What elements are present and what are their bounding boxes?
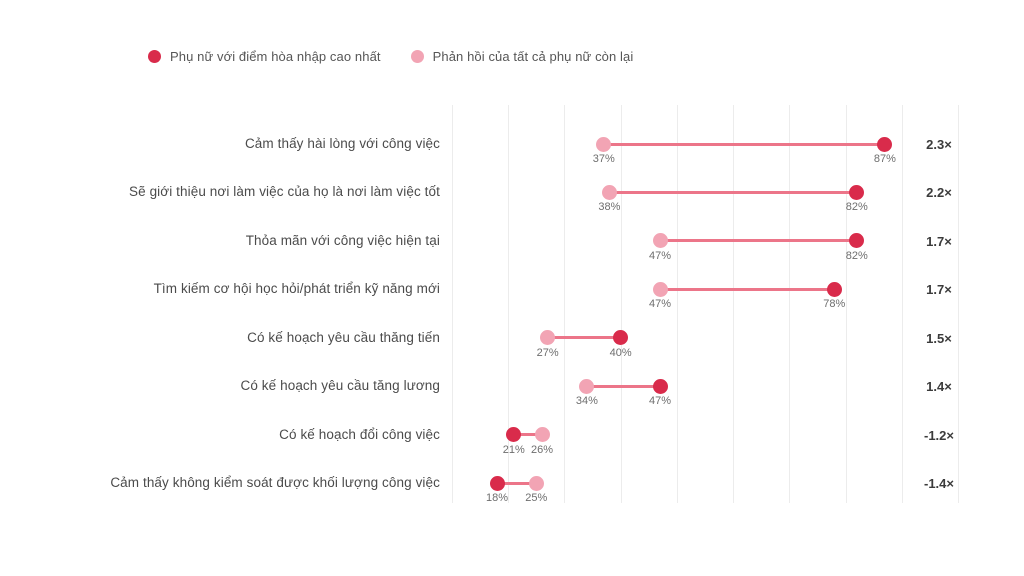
gridline — [901, 105, 903, 503]
connector-line — [609, 190, 857, 194]
legend-item-highest: Phụ nữ với điểm hòa nhập cao nhất — [148, 49, 381, 64]
connector-line — [660, 287, 835, 291]
connector-line — [547, 336, 621, 340]
legend-label-highest: Phụ nữ với điểm hòa nhập cao nhất — [170, 49, 381, 64]
highest-score-dot — [652, 378, 668, 394]
gridline — [508, 105, 510, 503]
legend-label-rest: Phản hồi của tất cả phụ nữ còn lại — [432, 49, 634, 64]
highest-value-label: 18% — [485, 492, 509, 504]
highest-value-label: 21% — [502, 443, 525, 456]
ratio-label: 1.5× — [926, 330, 952, 346]
category-label: Cảm thấy không kiểm soát được khối lượng… — [110, 475, 440, 490]
highest-value-label: 78% — [823, 298, 846, 311]
rest-value-label: 34% — [575, 395, 598, 408]
gridline — [958, 105, 959, 503]
rest-value-label: 47% — [648, 298, 672, 311]
rest-dot — [596, 136, 612, 152]
gridline — [845, 105, 847, 503]
legend-dot-highest-icon — [148, 50, 161, 63]
gridline — [789, 105, 791, 503]
category-label: Có kế hoạch đổi công việc — [279, 426, 440, 442]
ratio-label: 2.2× — [926, 185, 952, 201]
legend-item-rest: Phản hồi của tất cả phụ nữ còn lại — [410, 49, 634, 64]
ratio-label: 2.3× — [926, 137, 952, 152]
highest-score-dot — [877, 136, 893, 152]
ratio-label: -1.2× — [924, 427, 954, 443]
legend: Phụ nữ với điểm hòa nhập cao nhất Phản h… — [148, 49, 633, 64]
ratio-label: 1.4× — [926, 379, 952, 395]
rest-dot — [534, 427, 550, 443]
connector-line — [603, 142, 885, 146]
rest-dot — [601, 184, 617, 200]
category-label: Cảm thấy hài lòng với công việc — [244, 136, 440, 151]
rest-value-label: 47% — [648, 249, 672, 262]
highest-value-label: 82% — [845, 201, 868, 214]
ratio-label: -1.4× — [924, 476, 954, 491]
gridline — [564, 105, 566, 503]
rest-value-label: 38% — [598, 201, 621, 214]
rest-dot — [652, 233, 668, 249]
highest-score-dot — [506, 427, 522, 443]
connector-line — [513, 433, 542, 437]
rest-value-label: 26% — [530, 443, 554, 456]
highest-value-label: 87% — [873, 153, 896, 165]
rest-dot — [528, 475, 544, 491]
highest-score-dot — [826, 281, 842, 297]
rest-value-label: 37% — [592, 153, 615, 165]
connector-line — [660, 239, 857, 243]
category-label: Có kế hoạch yêu cầu thăng tiến — [247, 329, 440, 345]
connector-line — [586, 384, 660, 388]
highest-value-label: 82% — [845, 249, 868, 262]
category-label: Sẽ giới thiệu nơi làm việc của họ là nơi… — [129, 184, 440, 200]
category-label: Tìm kiếm cơ hội học hỏi/phát triển kỹ nă… — [153, 281, 440, 297]
gridline — [676, 105, 678, 503]
highest-score-dot — [489, 475, 505, 491]
highest-score-dot — [613, 330, 629, 346]
gridline — [733, 105, 735, 503]
highest-value-label: 40% — [609, 346, 632, 359]
rest-value-label: 25% — [525, 492, 548, 504]
rest-value-label: 27% — [536, 346, 559, 359]
gridline — [452, 105, 453, 503]
rest-dot — [652, 281, 668, 297]
category-label: Có kế hoạch yêu cầu tăng lương — [240, 378, 440, 394]
legend-dot-rest-icon — [410, 50, 424, 63]
category-label: Thỏa mãn với công việc hiện tại — [245, 232, 440, 248]
highest-value-label: 47% — [648, 395, 672, 408]
highest-score-dot — [849, 233, 865, 249]
ratio-label: 1.7× — [926, 282, 952, 298]
connector-line — [496, 481, 537, 485]
rest-dot — [579, 378, 595, 394]
ratio-label: 1.7× — [926, 233, 952, 249]
gridline — [620, 105, 622, 503]
rest-dot — [540, 330, 556, 346]
highest-score-dot — [849, 184, 865, 200]
